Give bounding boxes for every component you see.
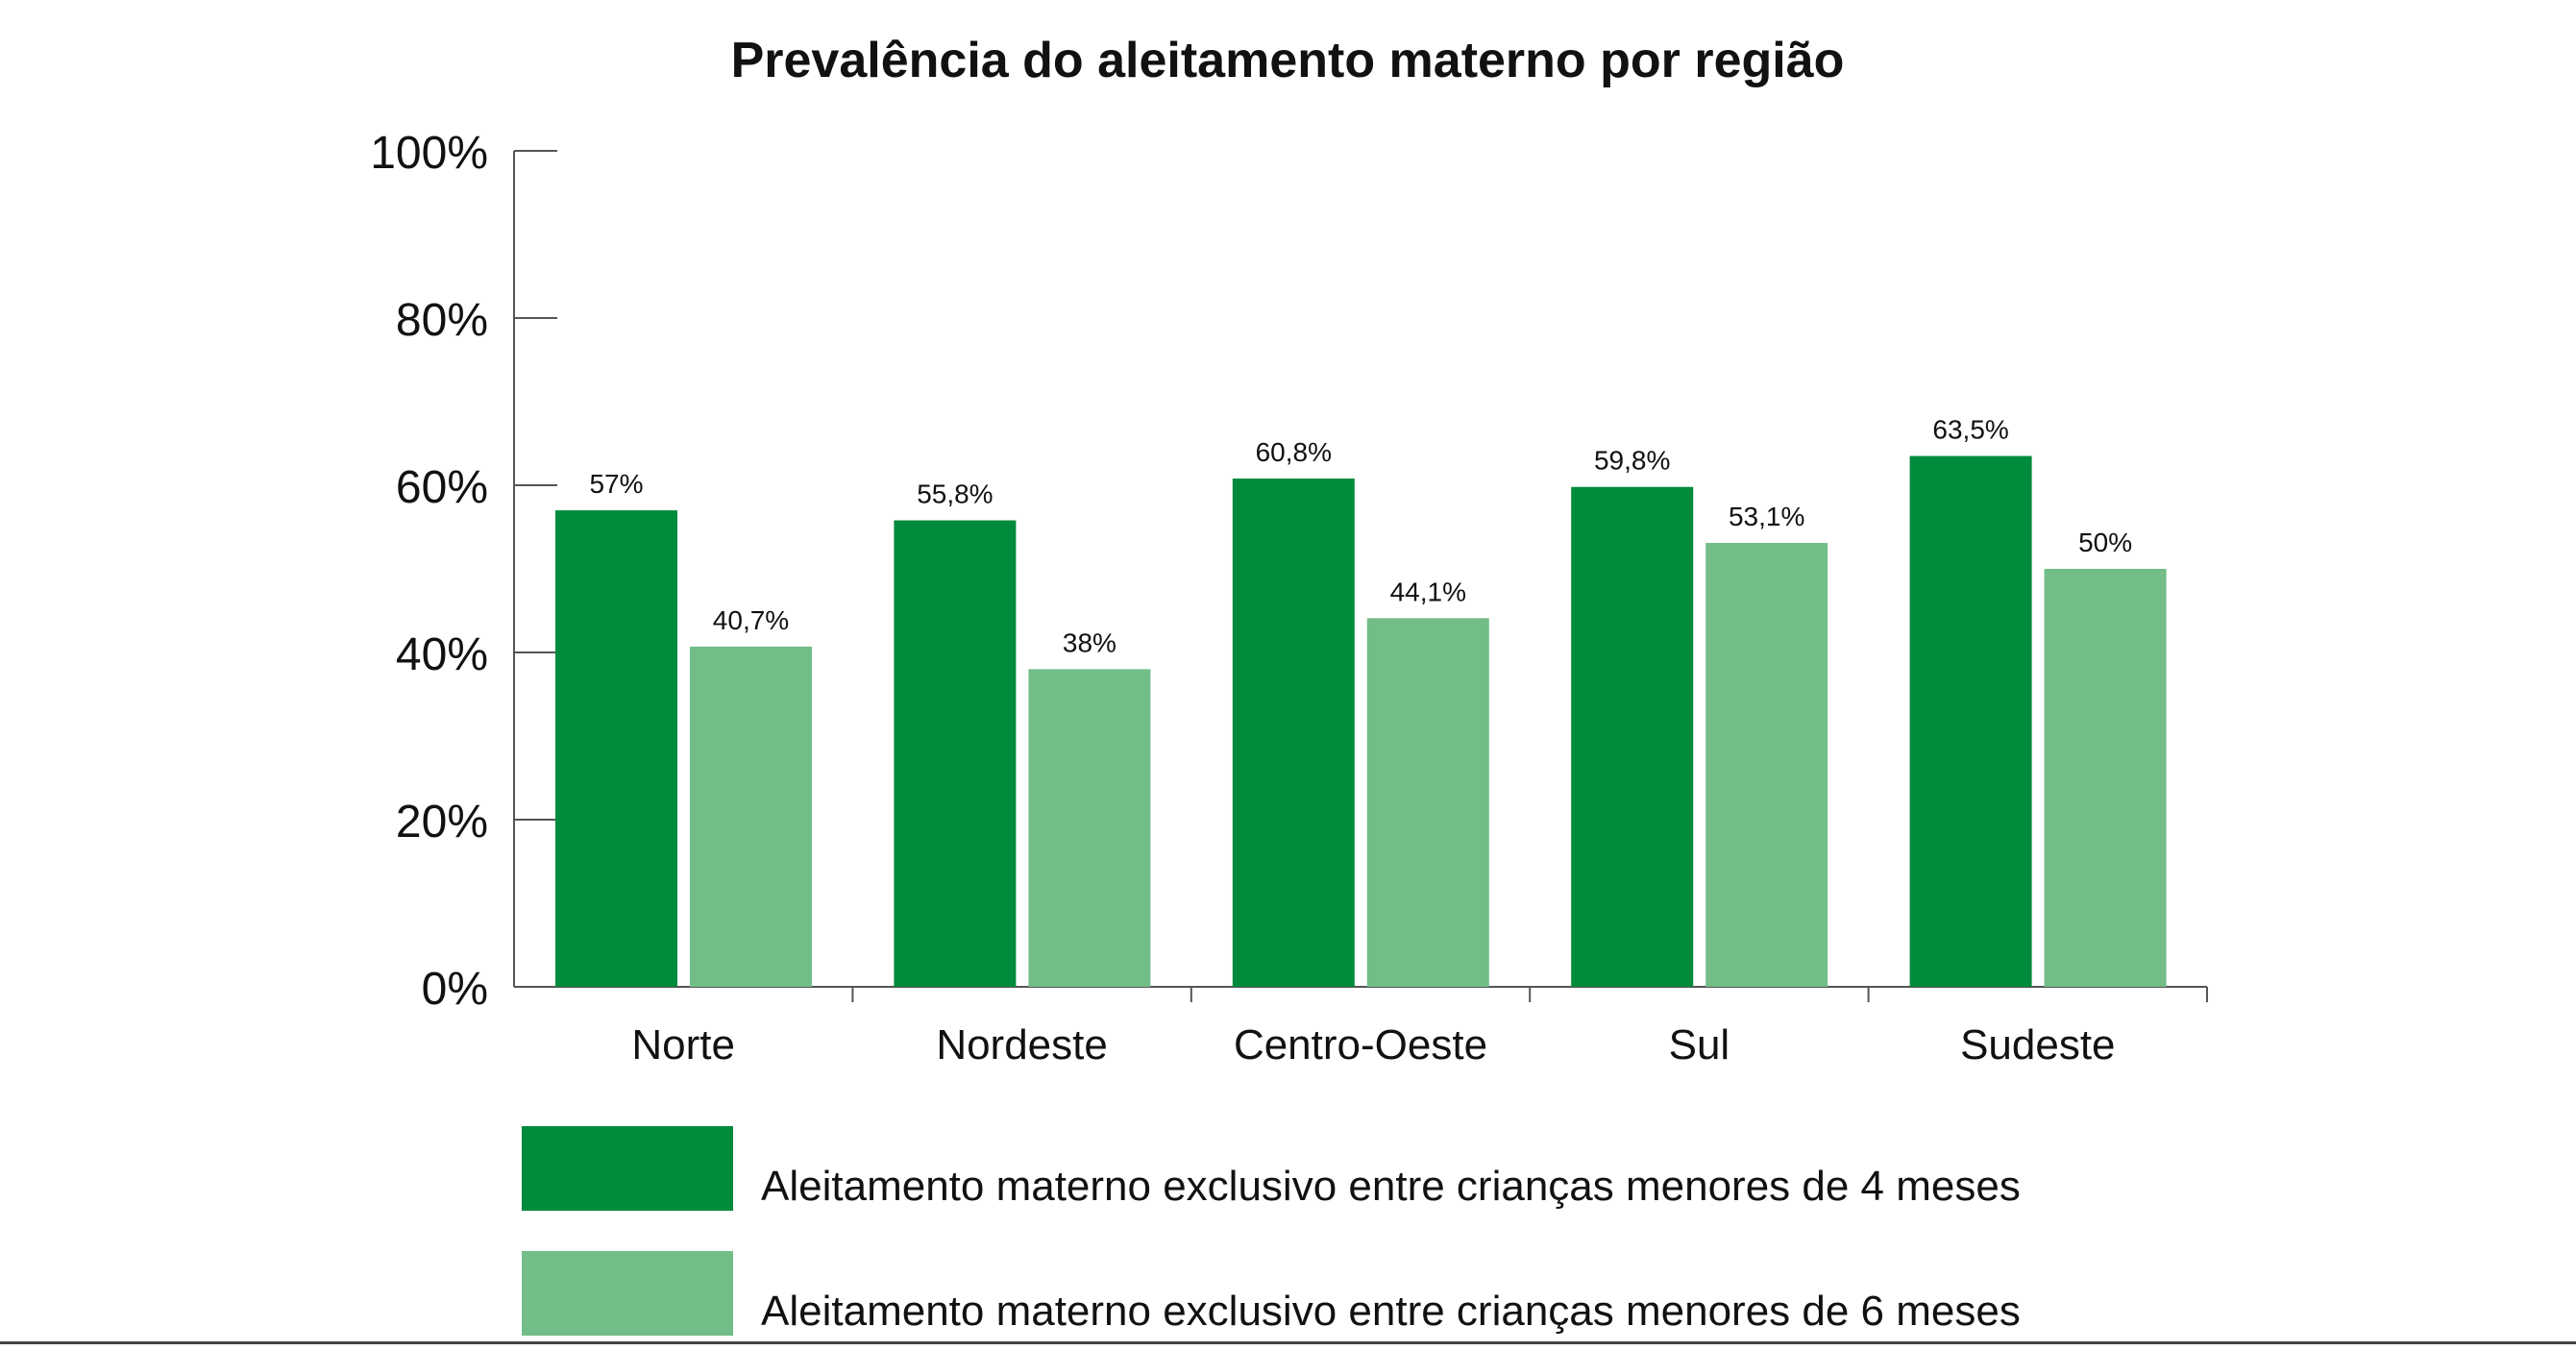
y-tick-label: 0%: [422, 964, 488, 1015]
y-tick-label: 80%: [396, 295, 488, 346]
bar: [1705, 543, 1828, 987]
bottom-rule: [0, 1341, 2576, 1344]
bar: [1028, 669, 1151, 987]
legend-swatch: [522, 1251, 733, 1336]
legend-swatch: [522, 1126, 733, 1211]
bar-value-label: 44,1%: [1390, 577, 1466, 606]
bar-value-label: 53,1%: [1729, 502, 1804, 531]
x-tick-labels: Norte Nordeste Centro-Oeste Sul Sudeste: [631, 1021, 2115, 1069]
bar: [555, 510, 677, 987]
bar-value-label: 38%: [1063, 627, 1116, 657]
bar-value-label: 55,8%: [917, 479, 993, 509]
bar-value-label: 60,8%: [1256, 437, 1332, 467]
bar: [894, 520, 1017, 987]
bar-value-label: 59,8%: [1594, 446, 1670, 476]
x-tick-label: Sudeste: [1960, 1021, 2115, 1069]
bar-value-label: 57%: [589, 469, 643, 499]
y-tick-label: 60%: [396, 462, 488, 513]
bar: [1571, 486, 1694, 987]
bar-value-label: 40,7%: [713, 605, 789, 635]
bar-labels: 57% 40,7% 55,8% 38% 60,8% 44,1% 59,8% 53,1% 63,5…: [589, 415, 2132, 658]
bar: [690, 646, 812, 987]
bar: [2044, 569, 2167, 987]
legend-label: Aleitamento materno exclusivo entre cria…: [761, 1163, 2021, 1210]
bar: [1232, 479, 1355, 987]
y-tick-label: 40%: [396, 629, 488, 680]
bars: [555, 455, 2167, 987]
y-tick-label: 20%: [396, 797, 488, 847]
x-tick-label: Sul: [1669, 1021, 1730, 1069]
y-tick-label: 100%: [370, 128, 488, 179]
legend-label: Aleitamento materno exclusivo entre cria…: [761, 1288, 2021, 1335]
bar: [1909, 455, 2032, 987]
axes: 0% 20% 40% 60% 80% 100%: [370, 128, 2208, 1015]
x-tick-label: Centro-Oeste: [1234, 1021, 1487, 1069]
x-tick-label: Norte: [631, 1021, 735, 1069]
chart-title: Prevalência do aleitamento materno por r…: [731, 33, 1845, 88]
bar-value-label: 63,5%: [1932, 415, 2008, 445]
bar-value-label: 50%: [2078, 528, 2132, 557]
legend: Aleitamento materno exclusivo entre cria…: [522, 1126, 2021, 1336]
x-tick-label: Nordeste: [936, 1021, 1108, 1069]
bar: [1366, 618, 1489, 987]
